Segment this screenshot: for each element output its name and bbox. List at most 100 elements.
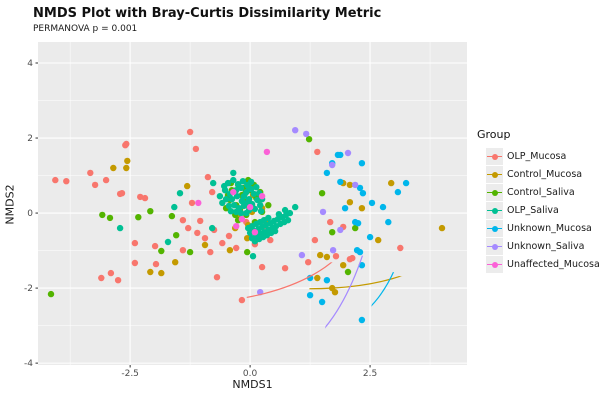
data-point-Control_Saliva (344, 268, 352, 276)
legend-key-icon (486, 202, 503, 219)
data-point-Unknown_Saliva (329, 161, 336, 169)
legend-label: Control_Saliva (507, 187, 575, 198)
data-point-OLP_Saliva (238, 197, 246, 205)
data-point-Control_Saliva (244, 248, 251, 256)
data-point-OLP_Mucosa (122, 142, 129, 149)
data-point-Unaffected_Mucosa (258, 193, 266, 200)
data-point-Control_Mucosa (346, 199, 354, 206)
data-point-OLP_Saliva (284, 217, 292, 224)
data-point-Control_Mucosa (438, 224, 446, 232)
data-point-OLP_Saliva (227, 208, 235, 215)
data-point-Unknown_Mucosa (334, 151, 342, 159)
data-point-Control_Mucosa (323, 253, 331, 261)
data-point-OLP_Mucosa (131, 259, 139, 267)
data-point-Unknown_Mucosa (352, 218, 359, 226)
data-point-Control_Saliva (186, 248, 194, 256)
data-point-OLP_Saliva (237, 184, 245, 192)
data-point-Unknown_Saliva (352, 181, 359, 189)
data-point-OLP_Mucosa (311, 236, 319, 244)
data-point-OLP_Saliva (219, 199, 226, 207)
data-point-OLP_Saliva (209, 224, 216, 232)
data-point-OLP_Saliva (247, 185, 255, 193)
data-point-OLP_Mucosa (52, 176, 59, 184)
legend-title: Group (477, 128, 511, 141)
data-point-Unknown_Mucosa (356, 184, 364, 192)
legend-key-icon (486, 220, 503, 237)
data-point-OLP_Saliva (164, 238, 172, 246)
data-point-Control_Mucosa (388, 179, 395, 187)
data-point-Control_Saliva (47, 290, 55, 298)
data-point-OLP_Mucosa (346, 256, 354, 263)
legend-items: OLP_Mucosa Control_Mucosa Control_Saliva OL… (477, 148, 600, 273)
data-point-OLP_Mucosa (209, 188, 216, 196)
data-point-Control_Saliva (329, 229, 336, 236)
data-point-Unknown_Mucosa (306, 274, 314, 282)
data-point-OLP_Saliva (265, 214, 272, 222)
data-point-OLP_Mucosa (305, 259, 312, 266)
data-point-OLP_Saliva (240, 193, 248, 200)
data-point-Control_Mucosa (184, 182, 191, 190)
data-point-Control_Mucosa (110, 164, 117, 172)
legend-item-Unaffected_Mucosa: Unaffected_Mucosa (477, 256, 600, 273)
data-point-Control_Mucosa (172, 259, 179, 266)
data-point-OLP_Mucosa (219, 239, 226, 247)
data-point-OLP_Mucosa (197, 217, 204, 225)
x-tick-label: -2.5 (121, 369, 139, 379)
legend-item-Unknown_Mucosa: Unknown_Mucosa (477, 220, 600, 237)
data-point-Control_Saliva (147, 208, 154, 215)
data-point-Unknown_Mucosa (358, 316, 366, 324)
data-point-OLP_Saliva (254, 196, 261, 204)
data-point-Unknown_Mucosa (341, 205, 349, 212)
data-point-Control_Saliva (352, 224, 359, 232)
y-tick-label: 0 (27, 209, 33, 219)
legend-key-icon (486, 184, 503, 201)
y-tick-label: -2 (24, 284, 33, 294)
data-point-Unknown_Mucosa (358, 160, 366, 167)
data-point-Unknown_Saliva (303, 130, 310, 138)
plot-subtitle: PERMANOVA p = 0.001 (33, 24, 138, 34)
data-point-OLP_Saliva (210, 179, 217, 187)
data-point-Control_Mucosa (314, 274, 321, 282)
data-point-Control_Saliva (305, 136, 313, 143)
data-point-Control_Saliva (318, 190, 326, 197)
legend-label: Unknown_Saliva (507, 241, 585, 252)
data-point-Control_Saliva (173, 232, 180, 239)
data-point-Control_Saliva (106, 214, 114, 222)
data-point-Control_Mucosa (375, 236, 382, 244)
data-point-Control_Mucosa (147, 268, 154, 276)
data-point-OLP_Mucosa (194, 229, 201, 237)
data-point-Unknown_Mucosa (306, 292, 314, 299)
data-point-OLP_Saliva (176, 190, 184, 197)
legend-label: OLP_Mucosa (507, 151, 567, 162)
data-point-Unaffected_Mucosa (263, 148, 271, 156)
data-point-Unknown_Saliva (337, 226, 344, 234)
data-point-OLP_Saliva (249, 253, 257, 260)
data-point-OLP_Mucosa (63, 178, 70, 185)
data-point-OLP_Saliva (171, 203, 178, 211)
data-point-OLP_Saliva (251, 205, 259, 213)
data-point-Control_Mucosa (346, 181, 354, 189)
data-point-Unknown_Mucosa (356, 248, 364, 256)
data-point-OLP_Mucosa (258, 263, 266, 271)
legend-key-icon (486, 238, 503, 255)
data-point-OLP_Mucosa (91, 181, 99, 189)
y-tick-label: -4 (24, 359, 33, 369)
data-point-OLP_Saliva (225, 202, 233, 210)
data-point-OLP_Mucosa (114, 277, 122, 284)
data-point-Unknown_Saliva (344, 149, 352, 157)
data-point-OLP_Mucosa (98, 274, 105, 282)
data-point-Unaffected_Mucosa (233, 223, 240, 230)
data-point-OLP_Mucosa (87, 169, 94, 177)
data-point-Unknown_Mucosa (318, 298, 326, 306)
data-point-Control_Saliva (158, 247, 165, 255)
data-point-Unknown_Mucosa (379, 203, 387, 211)
y-tick-label: 2 (27, 134, 33, 144)
data-point-OLP_Saliva (239, 178, 247, 185)
data-point-OLP_Mucosa (225, 232, 233, 240)
legend-label: Unknown_Mucosa (507, 223, 592, 234)
data-point-OLP_Mucosa (151, 242, 159, 250)
data-point-OLP_Saliva (281, 206, 289, 214)
data-point-Control_Saliva (135, 214, 142, 221)
data-point-OLP_Saliva (257, 208, 265, 215)
data-point-Unaffected_Mucosa (251, 229, 259, 236)
